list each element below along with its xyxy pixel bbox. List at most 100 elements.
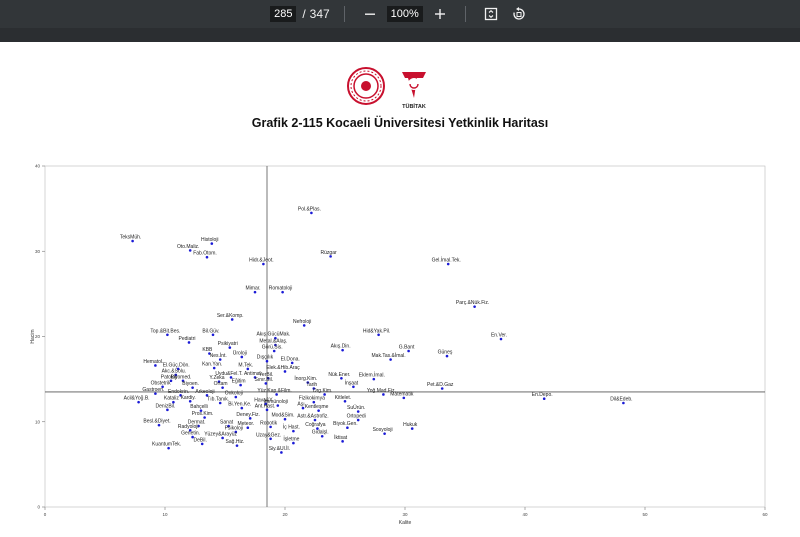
y-tick-label: 20 <box>35 334 41 339</box>
point-label: İmmünoloji <box>264 398 288 405</box>
fit-page-button[interactable] <box>480 3 502 25</box>
y-tick-label: 30 <box>35 249 41 254</box>
point-label: Nes.İnt. <box>210 352 227 359</box>
point-label: Genetin. <box>181 431 200 437</box>
data-point <box>229 376 233 379</box>
data-point <box>248 417 252 420</box>
point-label: Yüz.Kap.&Film. <box>257 388 291 394</box>
data-point <box>356 418 360 422</box>
data-point <box>306 381 310 384</box>
point-label: En.Depo. <box>532 392 553 398</box>
point-label: Obstetrik <box>151 380 172 386</box>
data-point <box>445 354 449 358</box>
data-point <box>473 305 476 308</box>
data-point <box>235 444 239 447</box>
point-label: Fizikokimya <box>299 396 325 402</box>
data-point <box>205 255 209 259</box>
data-point <box>302 324 306 327</box>
point-label: Dil&Edeb. <box>610 396 632 402</box>
point-label: Pediatri <box>179 336 196 342</box>
point-label: Pol.&Plas. <box>298 206 321 212</box>
data-point <box>227 424 230 428</box>
point-label: Sınır.Bil. <box>254 377 273 383</box>
point-label: Aşı <box>297 402 304 408</box>
point-label: Elek.&Hib.Araç <box>266 365 300 371</box>
point-label: Nük.Ener. <box>328 372 350 378</box>
point-label: Kentleşme <box>305 404 329 410</box>
point-label: Uzay&Gez. <box>256 432 281 438</box>
data-point <box>188 428 192 432</box>
point-label: Deney.Fiz. <box>236 412 260 418</box>
data-point <box>269 437 272 441</box>
x-axis-label: Kalite <box>399 520 412 526</box>
rotate-button[interactable] <box>508 3 530 25</box>
data-point <box>200 442 204 446</box>
point-label: Metal.&Alaş. <box>259 339 287 345</box>
y-tick-label: 0 <box>37 505 40 510</box>
point-label: El.Güç.Dön. <box>163 362 190 368</box>
zoom-controls <box>359 3 451 25</box>
data-point <box>274 336 277 340</box>
point-label: Parç.&Nük.Fiz. <box>456 300 489 306</box>
data-point <box>352 385 355 389</box>
point-label: Tarih <box>306 382 317 388</box>
minus-icon <box>364 13 375 15</box>
data-point <box>172 400 175 404</box>
toolbar-divider <box>343 6 345 22</box>
point-label: Biyok.Gen. <box>333 421 357 427</box>
data-point <box>239 383 242 387</box>
data-point <box>283 370 287 373</box>
point-label: Biyoen. <box>182 381 199 387</box>
point-label: Endokrin. <box>168 389 189 395</box>
data-point <box>228 346 232 349</box>
data-point <box>281 290 284 294</box>
data-point <box>329 255 332 258</box>
x-tick-label: 40 <box>522 512 528 517</box>
data-point <box>188 399 192 403</box>
data-point <box>191 435 194 439</box>
point-label: Y.Zeka <box>209 375 224 381</box>
point-label: Akış.Din. <box>331 344 351 350</box>
point-label: En.Ver. <box>491 333 507 339</box>
data-point <box>246 367 250 371</box>
data-point <box>218 401 222 405</box>
data-point <box>542 397 546 401</box>
data-point <box>274 343 277 347</box>
data-point <box>199 409 203 412</box>
data-point <box>383 432 386 435</box>
data-point <box>230 318 234 321</box>
zoom-out-button[interactable] <box>359 3 381 25</box>
y-tick-label: 40 <box>35 164 41 169</box>
point-label: Akış.GücüMak. <box>256 332 290 338</box>
data-point <box>410 427 414 430</box>
page-separator: / <box>302 7 306 21</box>
data-point <box>283 417 287 421</box>
data-point <box>382 393 385 396</box>
data-point <box>269 425 272 429</box>
plot-frame <box>44 165 766 508</box>
data-point <box>372 377 376 381</box>
point-label: Mimar. <box>246 286 261 292</box>
point-label: İşletme <box>283 436 299 443</box>
page-number-input[interactable] <box>270 6 297 22</box>
point-label: Uydu&Fel.T. <box>215 371 242 377</box>
point-label: Romatoloji <box>269 286 293 292</box>
point-label: Hid&Yak.Pil. <box>363 328 390 334</box>
point-label: Coğrafya <box>305 422 326 428</box>
point-label: Astr.&Astrofiz. <box>297 414 328 420</box>
scatter-chart: 0 10 20 30 40 50 60 0 10 20 30 40 Pol.&Plas. TeksMüh… <box>30 160 770 537</box>
point-label: Gel.İmal.Tek. <box>432 257 461 264</box>
x-tick-label: 60 <box>762 512 768 517</box>
data-point <box>137 400 140 404</box>
point-label: KBB <box>202 347 213 353</box>
point-label: Hematol. <box>143 359 163 365</box>
data-point <box>341 440 344 443</box>
zoom-level-input[interactable] <box>386 6 423 22</box>
data-point <box>240 355 244 359</box>
data-point <box>275 393 278 396</box>
point-label: TeksMüh. <box>120 235 141 241</box>
point-label: Akc.&Solu. <box>162 368 186 374</box>
point-label: El.Dona. <box>281 356 300 362</box>
zoom-in-button[interactable] <box>429 3 451 25</box>
point-label: Hava&Y. <box>254 397 273 403</box>
